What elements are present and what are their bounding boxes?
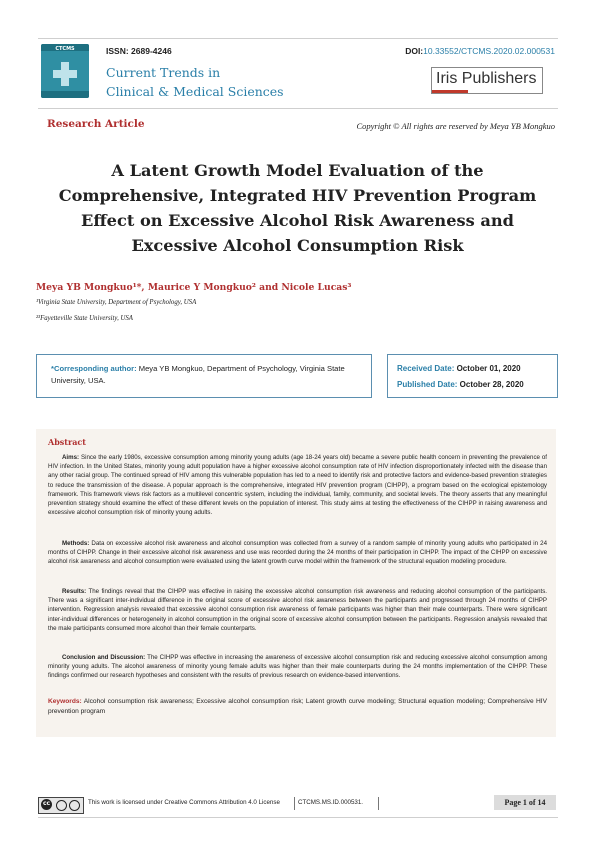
published-date-label: Published Date: [397,380,458,389]
methods-label: Methods: [62,540,90,547]
publisher-logo: Iris Publishers [431,67,543,94]
abstract-methods: Methods: Data on excessive alcohol risk … [48,539,547,567]
title-line: A Latent Growth Model Evaluation of the [111,161,484,180]
results-label: Results: [62,588,87,595]
corresponding-author-text: Meya YB Mongkuo, Department of Psycholog… [51,364,345,385]
conclusion-label: Conclusion and Discussion: [62,654,146,661]
corresponding-author-label: *Corresponding author: [51,364,137,373]
journal-title-line: Clinical & Medical Sciences [106,84,284,99]
affiliation: ¹Virginia State University, Department o… [36,299,197,306]
logo-bottom-band [41,91,89,98]
abstract-results: Results: The findings reveal that the CI… [48,587,547,633]
conclusion-text: The CIHPP was effective in increasing th… [48,654,547,680]
issn: ISSN: 2689-4246 [106,46,172,56]
footer-separator [294,797,295,810]
header-bottom-rule [38,108,558,109]
share-icon [69,800,80,811]
received-date-value: October 01, 2020 [454,364,521,373]
page-number: Page 1 of 14 [504,798,546,807]
keywords: Keywords: Alcohol consumption risk aware… [48,697,547,716]
abstract-aims: Aims: Since the early 1980s, excessive c… [48,453,547,517]
publisher-name: Iris Publishers [436,70,537,87]
attribution-icon [56,800,67,811]
cc-icon [41,799,52,810]
medical-cross-icon-bar [53,70,77,78]
published-date-value: October 28, 2020 [457,380,524,389]
keywords-label: Keywords: [48,698,82,705]
article-title: A Latent Growth Model Evaluation of the … [40,158,555,258]
article-type: Research Article [47,118,145,130]
header-top-rule [38,38,558,39]
logo-top-band [41,44,89,51]
received-date: Received Date: October 01, 2020 [397,364,521,373]
page-number-box: Page 1 of 14 [494,795,556,810]
publisher-logo-accent [432,90,468,93]
doi: DOI:10.33552/CTCMS.2020.02.000531 [405,46,555,56]
received-date-label: Received Date: [397,364,455,373]
cc-icon-label: cc [42,800,51,807]
logo-text: CTCMS [55,46,75,52]
corresponding-author-box: *Corresponding author: Meya YB Mongkuo, … [36,354,372,398]
aims-text: Since the early 1980s, excessive consump… [48,454,547,517]
title-line: Effect on Excessive Alcohol Risk Awarene… [81,211,514,230]
abstract-conclusion: Conclusion and Discussion: The CIHPP was… [48,653,547,681]
aims-label: Aims: [62,454,80,461]
article-id: CTCMS.MS.ID.000531. [298,799,363,806]
keywords-text: Alcohol consumption risk awareness; Exce… [48,698,547,715]
affiliation: ²³Fayetteville State University, USA [36,315,133,322]
title-line: Excessive Alcohol Consumption Risk [131,236,464,255]
creative-commons-badge[interactable]: cc [38,797,84,814]
doi-link[interactable]: 10.33552/CTCMS.2020.02.000531 [423,46,555,56]
journal-title-line: Current Trends in [106,65,221,80]
results-text: The findings reveal that the CIHPP was e… [48,588,547,632]
doi-label: DOI: [405,46,424,56]
abstract-panel: Abstract Aims: Since the early 1980s, ex… [36,429,556,737]
footer-separator [378,797,379,810]
published-date: Published Date: October 28, 2020 [397,380,524,389]
title-line: Comprehensive, Integrated HIV Prevention… [58,186,537,205]
abstract-heading: Abstract [48,437,86,447]
dates-box: Received Date: October 01, 2020 Publishe… [387,354,558,398]
journal-logo: CTCMS [41,44,89,98]
license-text: This work is licensed under Creative Com… [88,799,280,806]
author-list: Meya YB Mongkuo¹*, Maurice Y Mongkuo² an… [36,282,352,293]
journal-title: Current Trends in Clinical & Medical Sci… [106,63,284,101]
corresponding-author: *Corresponding author: Meya YB Mongkuo, … [51,363,361,387]
methods-text: Data on excessive alcohol risk awareness… [48,540,547,566]
footer-rule [38,817,558,818]
copyright-notice: Copyright © All rights are reserved by M… [356,121,555,131]
